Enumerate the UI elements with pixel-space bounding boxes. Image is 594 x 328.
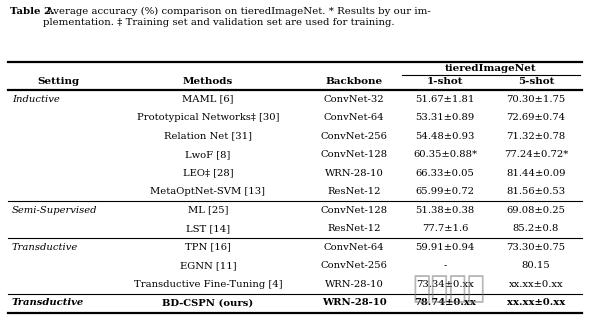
- Text: TPN [16]: TPN [16]: [185, 243, 231, 252]
- Text: 78.74±0.xx: 78.74±0.xx: [414, 298, 476, 307]
- Text: WRN-28-10: WRN-28-10: [321, 298, 386, 307]
- Text: 73.34±0.xx: 73.34±0.xx: [416, 280, 474, 289]
- Text: ConvNet-64: ConvNet-64: [324, 243, 384, 252]
- Text: Inductive: Inductive: [12, 95, 60, 104]
- Text: 66.33±0.05: 66.33±0.05: [416, 169, 475, 178]
- Text: 73.30±0.75: 73.30±0.75: [507, 243, 565, 252]
- Text: ConvNet-128: ConvNet-128: [320, 150, 387, 159]
- Text: 65.99±0.72: 65.99±0.72: [415, 187, 475, 196]
- Text: WRN-28-10: WRN-28-10: [324, 169, 384, 178]
- Text: ResNet-12: ResNet-12: [327, 224, 381, 233]
- Text: 81.56±0.53: 81.56±0.53: [507, 187, 565, 196]
- Text: Setting: Setting: [37, 77, 79, 86]
- Text: LwoF [8]: LwoF [8]: [185, 150, 230, 159]
- Text: xx.xx±0.xx: xx.xx±0.xx: [508, 280, 563, 289]
- Text: Backbone: Backbone: [326, 77, 383, 86]
- Text: 5-shot: 5-shot: [518, 77, 554, 86]
- Text: ConvNet-256: ConvNet-256: [321, 132, 387, 141]
- Text: ML [25]: ML [25]: [188, 206, 228, 215]
- Text: Transductive: Transductive: [12, 243, 78, 252]
- Text: xx.xx±0.xx: xx.xx±0.xx: [507, 298, 565, 307]
- Text: 72.69±0.74: 72.69±0.74: [507, 113, 565, 122]
- Text: 70.30±1.75: 70.30±1.75: [506, 95, 565, 104]
- Text: 80.15: 80.15: [522, 261, 551, 270]
- Text: BD-CSPN (ours): BD-CSPN (ours): [162, 298, 254, 307]
- Text: 85.2±0.8: 85.2±0.8: [513, 224, 559, 233]
- Text: 60.35±0.88*: 60.35±0.88*: [413, 150, 477, 159]
- Text: 71.32±0.78: 71.32±0.78: [506, 132, 565, 141]
- Text: Prototypical Networks‡ [30]: Prototypical Networks‡ [30]: [137, 113, 279, 122]
- Text: 53.31±0.89: 53.31±0.89: [415, 113, 475, 122]
- Text: 攻略大全: 攻略大全: [412, 274, 485, 303]
- Text: WRN-28-10: WRN-28-10: [324, 280, 384, 289]
- Text: ConvNet-256: ConvNet-256: [321, 261, 387, 270]
- Text: Methods: Methods: [183, 77, 233, 86]
- Text: MAML [6]: MAML [6]: [182, 95, 234, 104]
- Text: LST [14]: LST [14]: [186, 224, 230, 233]
- Text: ConvNet-128: ConvNet-128: [320, 206, 387, 215]
- Text: 51.67±1.81: 51.67±1.81: [415, 95, 475, 104]
- Text: Average accuracy (%) comparison on tieredImageNet. * Results by our im-
plementa: Average accuracy (%) comparison on tiere…: [43, 7, 431, 27]
- Text: 54.48±0.93: 54.48±0.93: [415, 132, 475, 141]
- Text: 81.44±0.09: 81.44±0.09: [506, 169, 565, 178]
- Text: 77.7±1.6: 77.7±1.6: [422, 224, 468, 233]
- Text: 59.91±0.94: 59.91±0.94: [415, 243, 475, 252]
- Text: 69.08±0.25: 69.08±0.25: [507, 206, 565, 215]
- Text: ResNet-12: ResNet-12: [327, 187, 381, 196]
- Text: tieredImageNet: tieredImageNet: [445, 64, 537, 73]
- Text: ConvNet-64: ConvNet-64: [324, 113, 384, 122]
- Text: MetaOptNet-SVM [13]: MetaOptNet-SVM [13]: [150, 187, 266, 196]
- Text: Transductive: Transductive: [12, 298, 84, 307]
- Text: Relation Net [31]: Relation Net [31]: [164, 132, 252, 141]
- Text: LEO‡ [28]: LEO‡ [28]: [183, 169, 233, 178]
- Text: -: -: [443, 261, 447, 270]
- Text: EGNN [11]: EGNN [11]: [180, 261, 236, 270]
- Text: Transductive Fine-Tuning [4]: Transductive Fine-Tuning [4]: [134, 280, 282, 289]
- Text: ConvNet-32: ConvNet-32: [324, 95, 384, 104]
- Text: 77.24±0.72*: 77.24±0.72*: [504, 150, 568, 159]
- Text: Semi-Supervised: Semi-Supervised: [12, 206, 97, 215]
- Text: Table 2.: Table 2.: [10, 7, 55, 16]
- Text: 1-shot: 1-shot: [426, 77, 463, 86]
- Text: 51.38±0.38: 51.38±0.38: [415, 206, 475, 215]
